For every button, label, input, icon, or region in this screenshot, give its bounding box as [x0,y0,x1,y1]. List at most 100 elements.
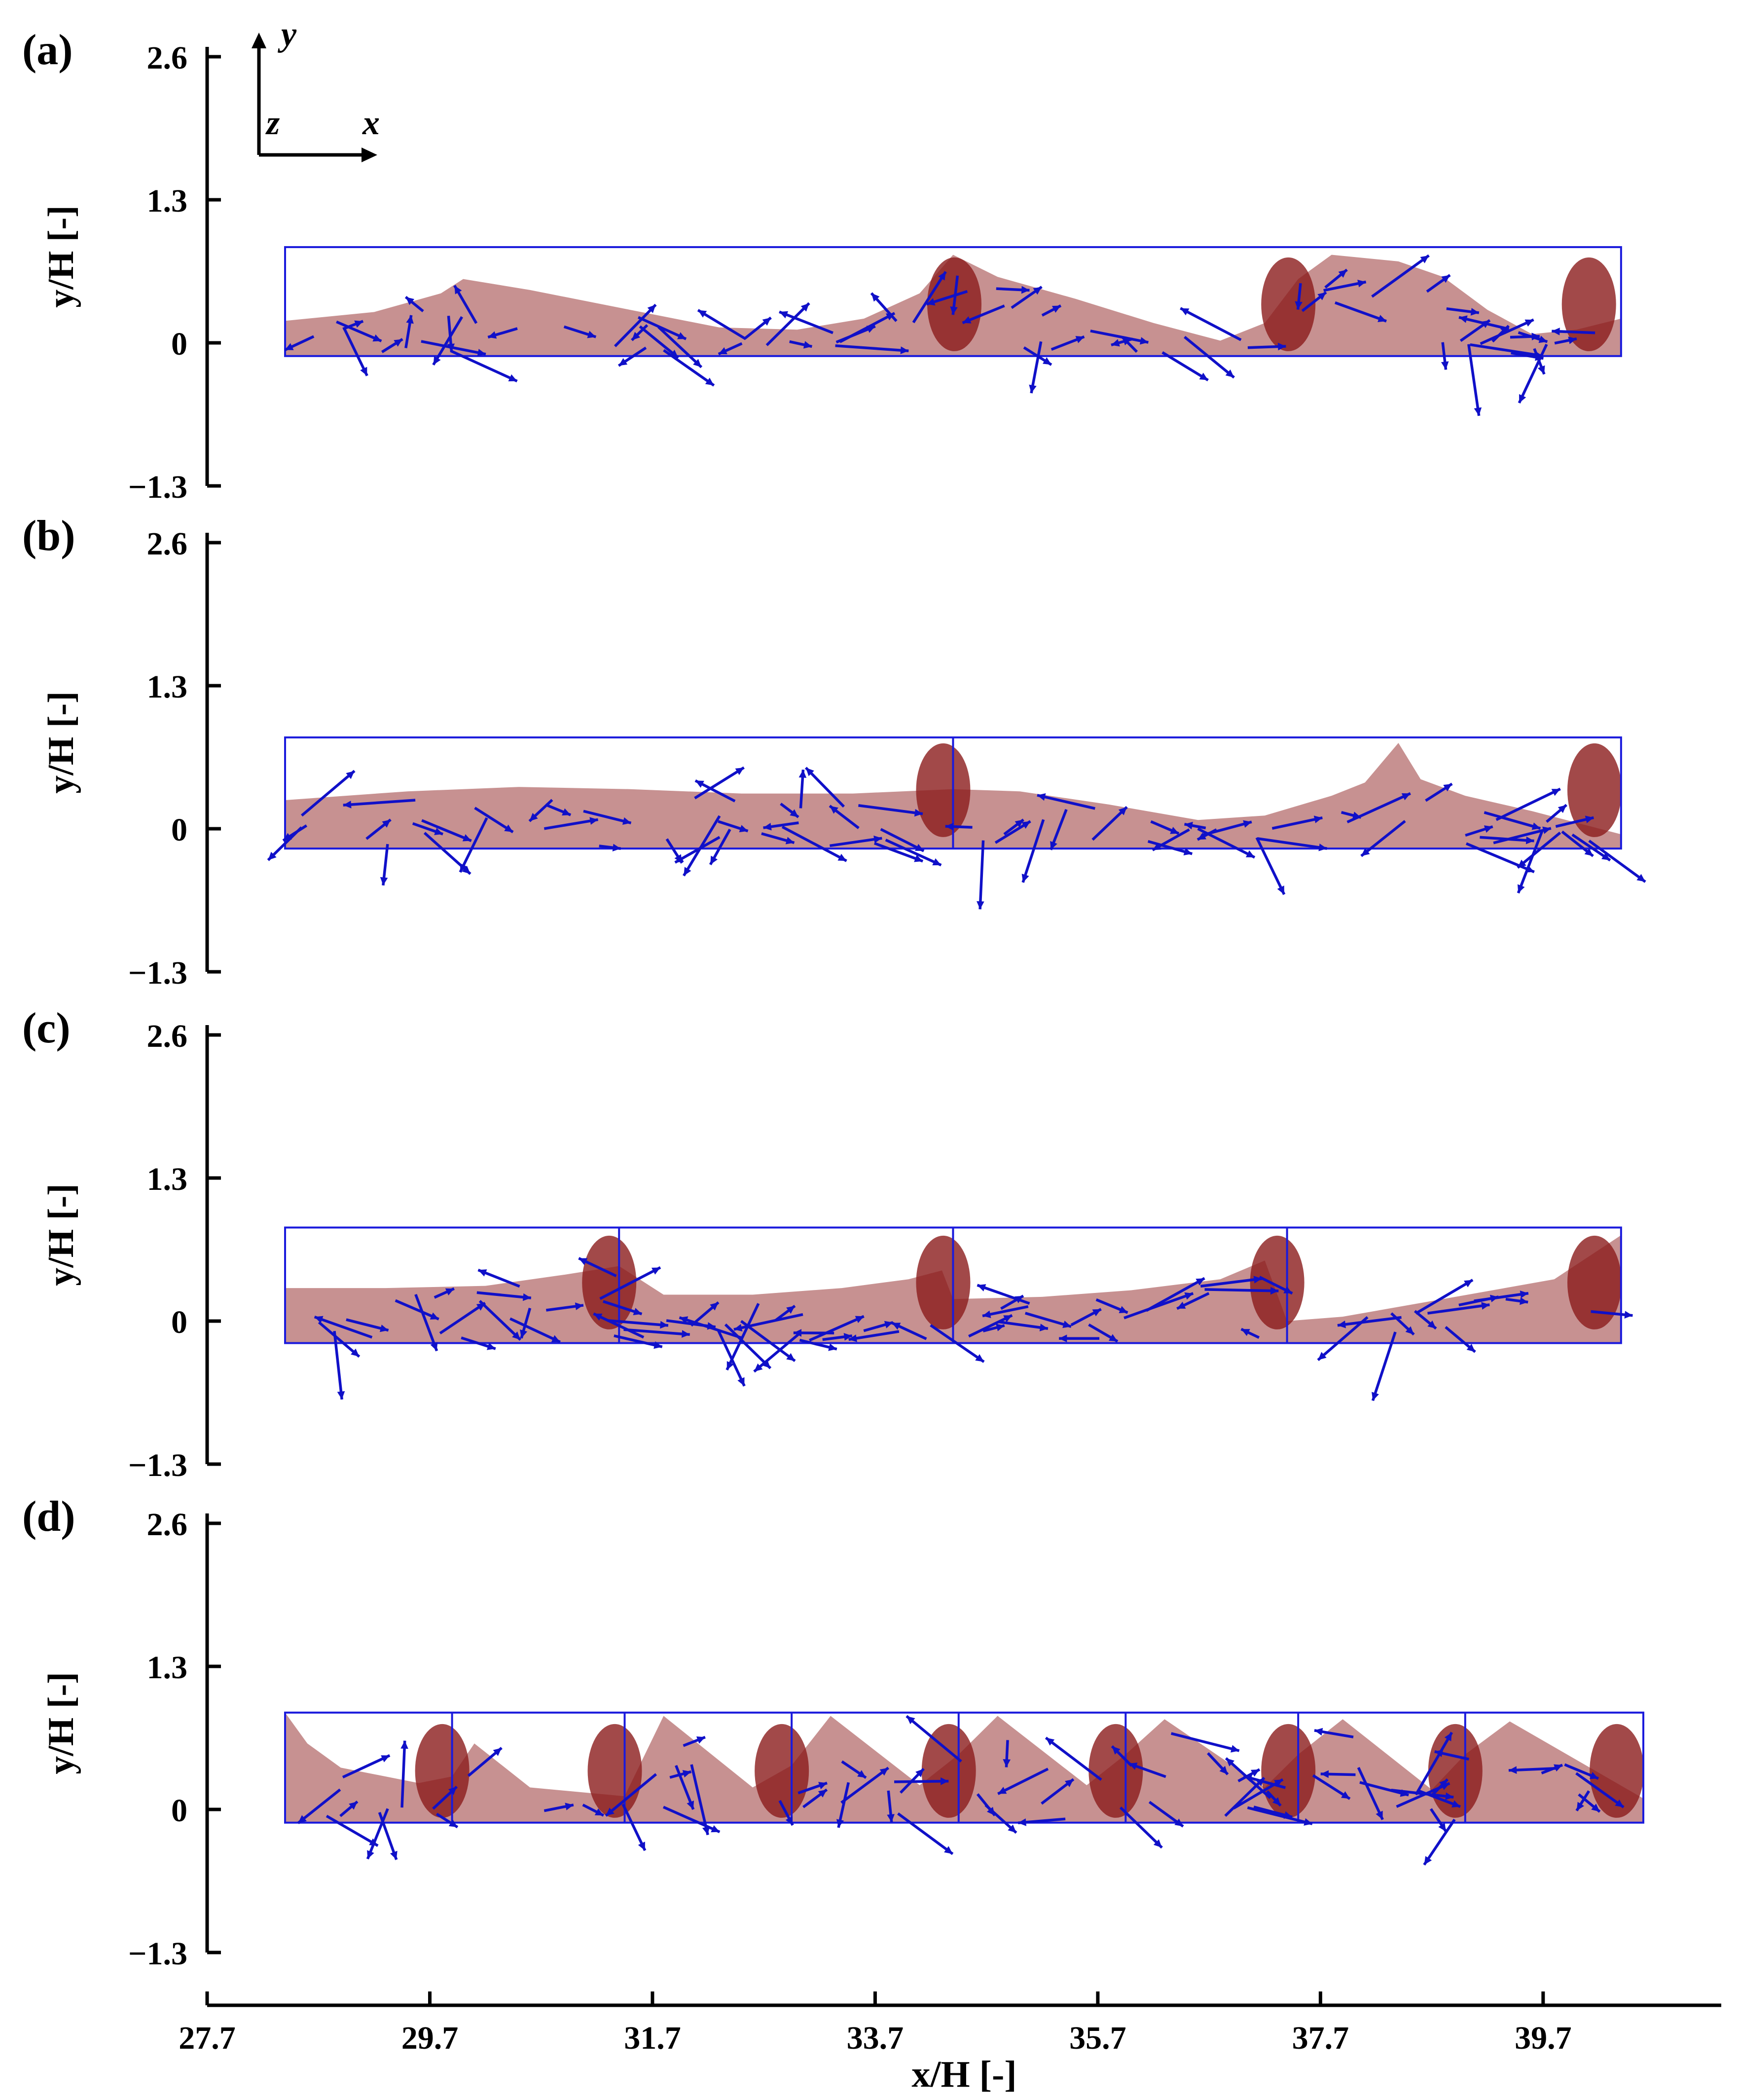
vector-head [369,1838,378,1846]
velocity-vector [1050,809,1068,850]
velocity-vector [617,346,647,367]
vector-shaft [1224,1776,1266,1817]
velocity-vector [326,1814,379,1847]
y-tick-label: 1.3 [147,183,188,219]
vector-head [504,824,513,832]
vector-head [346,771,355,779]
vector-head [996,1324,1005,1331]
y-axis-label: y/H [-] [41,1183,81,1286]
vector-head [618,358,628,366]
velocity-vector [926,290,968,306]
velocity-vector [1224,1776,1266,1817]
velocity-vector [863,1321,894,1332]
velocity-vector [839,312,896,343]
vector-head [785,837,795,845]
velocity-vector [1359,1781,1409,1797]
vector-head [681,1330,690,1338]
vector-head [1184,1292,1194,1300]
vector-shaft [725,1303,760,1371]
vector-head [1139,337,1149,345]
vector-head [1320,1770,1329,1778]
velocity-vector [753,1332,800,1373]
vector-head [693,359,702,368]
vector-head [1314,1728,1323,1736]
vector-shaft [781,825,847,862]
velocity-vector [637,316,687,340]
y-tick-label: 0 [171,1793,187,1829]
vector-head [1357,280,1366,288]
vector-head [950,306,958,315]
vector-head [884,1321,893,1328]
vector-head [1008,1824,1016,1833]
vector-shaft [1588,840,1646,883]
velocity-vector [1335,301,1387,323]
velocity-vector [1371,1331,1397,1401]
velocity-vector [802,1788,828,1808]
vector-head [343,801,352,809]
velocity-vector [1480,318,1534,345]
vector-head [1003,1315,1013,1323]
vector-head [705,377,714,386]
vector-shaft [342,1754,391,1779]
vector-shaft [421,819,472,842]
velocity-vector [487,327,518,339]
vector-head [1033,287,1042,295]
panel-c: (c) 2.6 1.3 0 −1.3 y/H [-] [22,1004,1633,1483]
vector-head [1039,1324,1048,1331]
velocity-vector [1417,1789,1461,1808]
velocity-vector [779,310,834,334]
vector-head [268,851,277,860]
velocity-vector [1505,1297,1528,1305]
vector-head [1542,826,1551,834]
vector-shaft [1484,811,1541,830]
vector-shaft [663,349,715,387]
vector-shaft [1271,816,1323,830]
y-tick-label: 2.6 [147,1507,188,1543]
velocity-vector [623,1328,690,1338]
vector-head [871,293,880,302]
y-tick-label: 0 [171,1304,187,1340]
vector-shaft [697,309,747,340]
vector-shaft [1480,318,1534,345]
vector-head [1405,1326,1414,1335]
vector-head [1270,1287,1279,1295]
velocity-vector [1090,330,1149,345]
vector-shaft [694,766,745,800]
vector-shaft [1467,344,1481,416]
vector-head [1075,336,1085,343]
velocity-vector [1578,1793,1601,1813]
vector-shaft [1423,1818,1456,1866]
vector-head [1225,369,1234,378]
vector-head [873,835,882,844]
vector-shaft [614,303,657,347]
vector-head [1445,1792,1454,1801]
vector-head [1338,269,1347,278]
vector-head [1318,1352,1327,1361]
turbulent-patch [916,743,971,837]
vector-head [1535,353,1544,361]
vector-head [885,313,895,321]
vector-shaft [366,1808,389,1860]
vector-head [945,822,954,831]
vector-shaft [779,310,834,334]
velocity-vector [414,1293,438,1352]
velocity-vector [709,828,731,865]
tank-outline [284,246,1622,357]
vector-shaft [326,1814,379,1847]
velocity-vector [1207,1752,1229,1775]
y-tick-label: 0 [171,326,187,362]
velocity-vector [423,832,471,875]
vector-head [445,1288,454,1296]
velocity-vector [563,325,597,338]
velocity-vector [690,1764,710,1836]
vector-shaft [997,1768,1049,1795]
velocity-vector [1575,1772,1625,1808]
vector-shaft [1415,1279,1474,1315]
velocity-vector [607,1319,669,1329]
velocity-vector [478,1300,522,1341]
velocity-vector [378,1812,398,1860]
vector-head [1400,1789,1409,1797]
velocity-vector [404,295,424,312]
velocity-vector [476,1291,532,1301]
